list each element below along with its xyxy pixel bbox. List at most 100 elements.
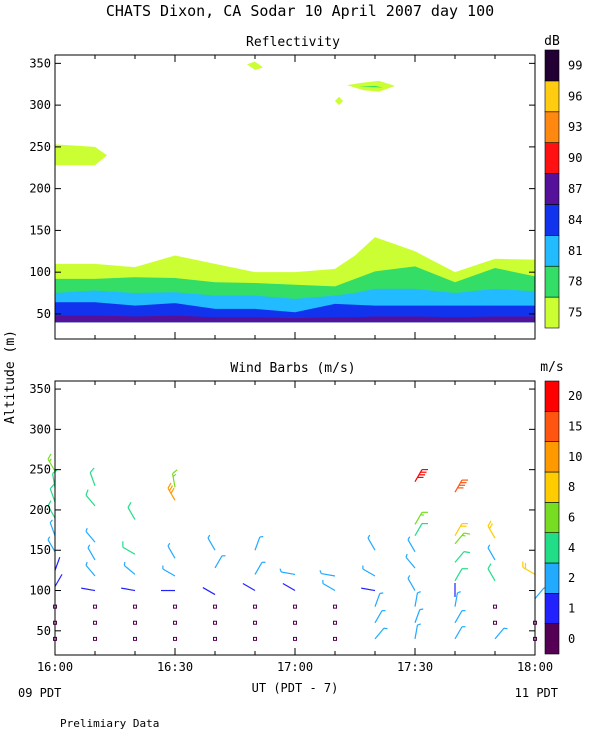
reflectivity-patch — [247, 61, 263, 71]
reflectivity-y-axis: 50 100 150 200 250 300 350 — [29, 56, 535, 321]
wind-barb — [414, 511, 428, 525]
wind-barb — [54, 574, 63, 587]
wind-barb — [362, 565, 376, 577]
y-tick-label: 150 — [29, 223, 51, 237]
colorbar-label: 81 — [568, 244, 582, 258]
calm-marker — [253, 604, 257, 609]
wind-barb — [494, 627, 508, 640]
y-tick-label: 100 — [29, 584, 51, 598]
wind-barb — [214, 555, 226, 569]
preliminary-note: Prelimiary Data — [60, 717, 159, 730]
wind-barbs — [47, 453, 548, 641]
wind-barb — [87, 544, 96, 561]
colorbar-label: 87 — [568, 182, 582, 196]
wind-barb — [47, 453, 56, 472]
wind-barb — [454, 523, 468, 537]
wind-barb — [171, 469, 178, 488]
wind-barb — [414, 591, 421, 607]
wind-barb — [454, 551, 471, 563]
colorbar-swatch — [544, 80, 560, 113]
x-tick-label: 17:00 — [277, 660, 313, 674]
wind-speed-colorbar: 0 1 2 4 6 8 10 15 20 — [544, 380, 582, 655]
wind-barb — [374, 627, 388, 640]
altitude-axis-label: Altitude (m) — [3, 330, 18, 424]
colorbar-swatch — [544, 142, 560, 174]
wind-barb — [319, 570, 336, 577]
wind-barb — [162, 565, 176, 577]
calm-marker — [213, 636, 217, 641]
calm-marker — [333, 604, 337, 609]
calm-marker — [333, 636, 337, 641]
wind-barb — [454, 610, 466, 624]
colorbar-swatch — [544, 471, 560, 503]
calm-marker — [173, 620, 177, 625]
wind-barb — [374, 610, 386, 624]
wind-barb — [49, 483, 56, 503]
wind-barb — [254, 561, 266, 575]
colorbar-label: 4 — [568, 541, 575, 555]
wind-barb — [414, 608, 424, 623]
colorbar-label: 93 — [568, 120, 582, 134]
reflectivity-colorbar: 75 78 81 84 87 90 93 96 99 — [544, 49, 582, 329]
wind-barb — [414, 469, 428, 483]
reflectivity-panel: Reflectivity 50 100 150 200 250 300 350 75 78 81… — [29, 34, 582, 340]
wind-barb — [254, 535, 264, 551]
y-tick-label: 200 — [29, 182, 51, 196]
wind-barb — [242, 583, 256, 592]
figure-title: CHATS Dixon, CA Sodar 10 April 2007 day … — [106, 2, 494, 20]
colorbar-label: 10 — [568, 450, 582, 464]
reflectivity-x-ticks — [54, 55, 536, 339]
reflectivity-patch — [55, 144, 107, 166]
x-tick-label: 16:30 — [157, 660, 193, 674]
wind-barb — [49, 519, 56, 536]
y-tick-label: 350 — [29, 56, 51, 70]
colorbar-swatch — [544, 49, 560, 82]
wind-barb — [487, 520, 496, 539]
calm-marker — [333, 620, 337, 625]
y-tick-label: 50 — [37, 624, 51, 638]
calm-marker — [93, 604, 97, 609]
colorbar-swatch — [544, 111, 560, 143]
wind-barbs-x-axis: 16:00 16:30 17:00 17:30 18:00 — [37, 381, 553, 674]
colorbar-swatch — [544, 173, 560, 205]
y-tick-label: 100 — [29, 265, 51, 279]
wind-barb — [279, 568, 296, 576]
wind-barb — [47, 536, 56, 553]
colorbar-label: 20 — [568, 389, 582, 403]
wind-barb — [47, 500, 56, 519]
calm-marker — [213, 604, 217, 609]
wind-barb — [407, 575, 416, 591]
colorbar-label: 75 — [568, 306, 582, 320]
calm-marker — [173, 604, 177, 609]
reflectivity-colorbar-unit: dB — [544, 34, 560, 49]
wind-barb — [414, 623, 421, 639]
wind-barb — [361, 587, 376, 592]
wind-barb — [454, 568, 468, 582]
wind-barbs-title: Wind Barbs (m/s) — [230, 361, 355, 376]
wind-barb — [374, 592, 384, 607]
wind-barbs-frame — [54, 380, 536, 656]
colorbar-swatch — [544, 623, 560, 655]
reflectivity-band-87 — [55, 315, 535, 323]
colorbar-label: 99 — [568, 58, 582, 72]
colorbar-swatch — [544, 265, 560, 298]
wind-barb — [121, 587, 136, 592]
colorbar-swatch — [544, 411, 560, 442]
wind-barb — [487, 563, 496, 582]
wind-barb — [202, 587, 216, 596]
colorbar-label: 2 — [568, 571, 575, 585]
calm-marker — [293, 620, 297, 625]
calm-marker — [133, 636, 137, 641]
x-axis-label: UT (PDT - 7) — [252, 681, 339, 695]
wind-barb — [167, 542, 176, 559]
colorbar-swatch — [544, 532, 560, 564]
x-tick-label: 16:00 — [37, 660, 73, 674]
calm-marker — [93, 636, 97, 641]
calm-marker — [493, 620, 497, 625]
colorbar-swatch — [544, 562, 560, 594]
wind-barb — [54, 557, 61, 571]
wind-barb — [127, 501, 136, 520]
reflectivity-title: Reflectivity — [246, 35, 340, 50]
colorbar-swatch — [544, 296, 560, 329]
wind-barb — [282, 583, 296, 592]
